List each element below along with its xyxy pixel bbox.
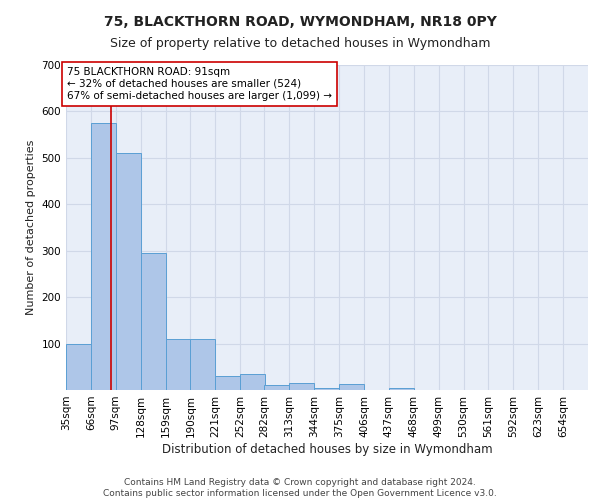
Bar: [265, 386, 289, 390]
Bar: [389, 388, 414, 390]
Text: 75 BLACKTHORN ROAD: 91sqm
← 32% of detached houses are smaller (524)
67% of semi: 75 BLACKTHORN ROAD: 91sqm ← 32% of detac…: [67, 68, 332, 100]
Bar: [289, 383, 314, 390]
Bar: [116, 153, 140, 390]
Bar: [140, 253, 166, 390]
Text: Size of property relative to detached houses in Wymondham: Size of property relative to detached ho…: [110, 38, 490, 51]
Bar: [166, 339, 190, 390]
Bar: [339, 384, 364, 390]
Text: Contains HM Land Registry data © Crown copyright and database right 2024.
Contai: Contains HM Land Registry data © Crown c…: [103, 478, 497, 498]
X-axis label: Distribution of detached houses by size in Wymondham: Distribution of detached houses by size …: [161, 442, 493, 456]
Bar: [66, 344, 91, 390]
Text: 75, BLACKTHORN ROAD, WYMONDHAM, NR18 0PY: 75, BLACKTHORN ROAD, WYMONDHAM, NR18 0PY: [104, 15, 496, 29]
Bar: [314, 388, 339, 390]
Bar: [91, 123, 116, 390]
Bar: [215, 376, 240, 390]
Bar: [190, 339, 215, 390]
Bar: [240, 374, 265, 390]
Y-axis label: Number of detached properties: Number of detached properties: [26, 140, 36, 315]
